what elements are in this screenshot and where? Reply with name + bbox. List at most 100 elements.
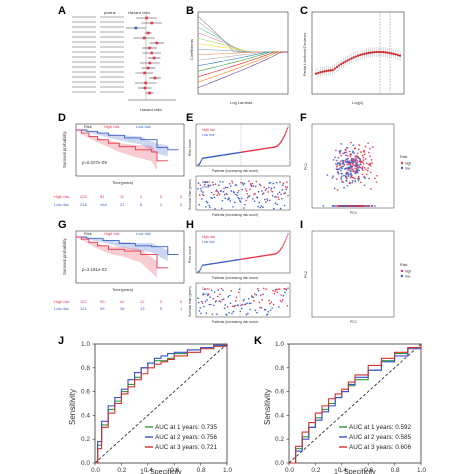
survival-status-point <box>261 193 264 196</box>
survival-status-point <box>263 198 266 201</box>
survival-status-point <box>249 188 251 190</box>
survival-status-point <box>218 300 220 302</box>
risk-score-point <box>284 240 286 243</box>
forest-hr-marker <box>148 46 151 50</box>
survival-status-point <box>202 191 204 193</box>
roc-legend-label: AUC at 3 years: 0.606 <box>349 444 411 451</box>
pca-sample-point <box>367 205 370 207</box>
pca-sample-point <box>337 172 340 175</box>
cv-mean-point <box>384 51 387 54</box>
cv-mean-point <box>373 51 376 54</box>
survival-status-point <box>239 310 242 313</box>
pca-test-legend-low-dot <box>400 274 404 278</box>
panel-e-risk-distribution-train: High risk Low risk Patients (increasing … <box>188 123 291 217</box>
pca-train-legend-title: Risk <box>400 155 407 159</box>
panel-label-k: K <box>254 335 262 347</box>
forest-hr-marker <box>143 86 147 90</box>
pca-sample-point <box>336 189 339 191</box>
pca-sample-point <box>350 158 353 161</box>
cv-x-label: Log(λ) <box>352 100 364 105</box>
risk-score-point <box>283 134 286 137</box>
risk-score-point <box>287 126 289 128</box>
survival-status-point <box>229 200 232 202</box>
cv-mean-point <box>346 59 349 62</box>
pca-sample-point <box>362 156 365 159</box>
pca-sample-point <box>375 181 378 183</box>
pca-sample-point <box>331 176 334 179</box>
survival-status-point <box>213 291 216 293</box>
pca-sample-point <box>346 205 349 207</box>
risk-table-low-count: 21 <box>120 202 125 207</box>
cv-mean-point <box>386 51 389 54</box>
risk-table-low-count: 218 <box>80 202 87 207</box>
pca-sample-point <box>349 172 352 175</box>
survival-status-point <box>222 298 225 300</box>
pca-sample-point <box>365 173 368 176</box>
survival-status-point <box>234 304 236 307</box>
pca-sample-point <box>340 143 343 145</box>
pca-sample-point <box>367 142 370 145</box>
risk-score-point <box>198 164 200 166</box>
cv-mean-point <box>392 52 395 55</box>
survival-status-point <box>221 199 224 202</box>
pca-sample-point <box>351 161 353 164</box>
pca-sample-point <box>347 167 350 170</box>
risk-table-low-count: 5 <box>160 306 163 311</box>
survival-status-point <box>255 294 258 296</box>
survival-status-point <box>223 193 226 196</box>
pca-sample-point <box>354 177 356 180</box>
survival-status-point <box>281 299 284 301</box>
risk-table-high-count: 0 <box>160 194 163 199</box>
roc-y-tick-label: 0.8 <box>275 365 284 372</box>
pca-sample-point <box>346 184 349 187</box>
survival-status-point <box>284 291 286 294</box>
panel-k-roc-test: Sensitivity 0.00.0 0.2 0.2 0.4 0.4 0.6 0.6 0.8 0… <box>263 341 426 474</box>
survival-status-point <box>207 293 210 296</box>
pca-sample-point <box>356 152 359 155</box>
risk-train-legend-low: Low risk <box>202 133 215 137</box>
risk-score-point <box>285 239 287 241</box>
survival-status-point <box>244 303 247 306</box>
survival-status-point <box>266 199 269 202</box>
survival-status-point <box>216 194 219 197</box>
km-test-legend-low: Low risk <box>136 231 151 236</box>
forest-hr-marker <box>146 31 150 35</box>
pca-sample-point <box>368 151 370 154</box>
survival-status-point <box>256 311 258 314</box>
pca-sample-point <box>357 157 360 160</box>
survival-status-point <box>206 201 209 204</box>
survival-status-point <box>274 196 276 198</box>
survival-status-point <box>219 293 221 296</box>
survival-status-point <box>277 193 279 195</box>
forest-hr-marker <box>134 26 138 30</box>
risk-table-low-count: 99 <box>100 306 105 311</box>
survival-status-point <box>252 185 255 187</box>
cv-mean-point <box>359 53 362 57</box>
survival-status-point <box>201 198 203 200</box>
cv-mean-point <box>369 51 372 54</box>
survival-status-point <box>253 193 255 196</box>
km-test-row-low: Low risk <box>54 306 69 311</box>
pca-train-legend-high: high <box>405 162 412 166</box>
survival-status-point <box>210 303 212 306</box>
pca-sample-point <box>359 160 362 163</box>
survival-status-point <box>271 190 273 193</box>
survival-status-point <box>260 184 262 187</box>
cv-mean-point <box>340 63 343 66</box>
survival-status-point <box>241 307 243 310</box>
risk-score-point <box>281 246 283 249</box>
pca-sample-point <box>357 205 360 207</box>
survival-status-point <box>220 287 223 290</box>
survival-status-point <box>263 186 266 189</box>
pca-sample-point <box>368 177 370 180</box>
pca-sample-point <box>363 184 366 187</box>
survival-status-point <box>283 204 286 207</box>
pca-sample-point <box>333 205 336 207</box>
forest-hr-marker <box>148 61 152 65</box>
pca-sample-point <box>351 205 354 207</box>
panel-h-risk-distribution-test: High risk Low risk Patients (increasing … <box>188 230 291 324</box>
survival-status-point <box>265 288 267 291</box>
survival-status-point <box>201 302 204 305</box>
cv-mean-point <box>335 65 339 69</box>
pca-sample-point <box>338 150 341 153</box>
